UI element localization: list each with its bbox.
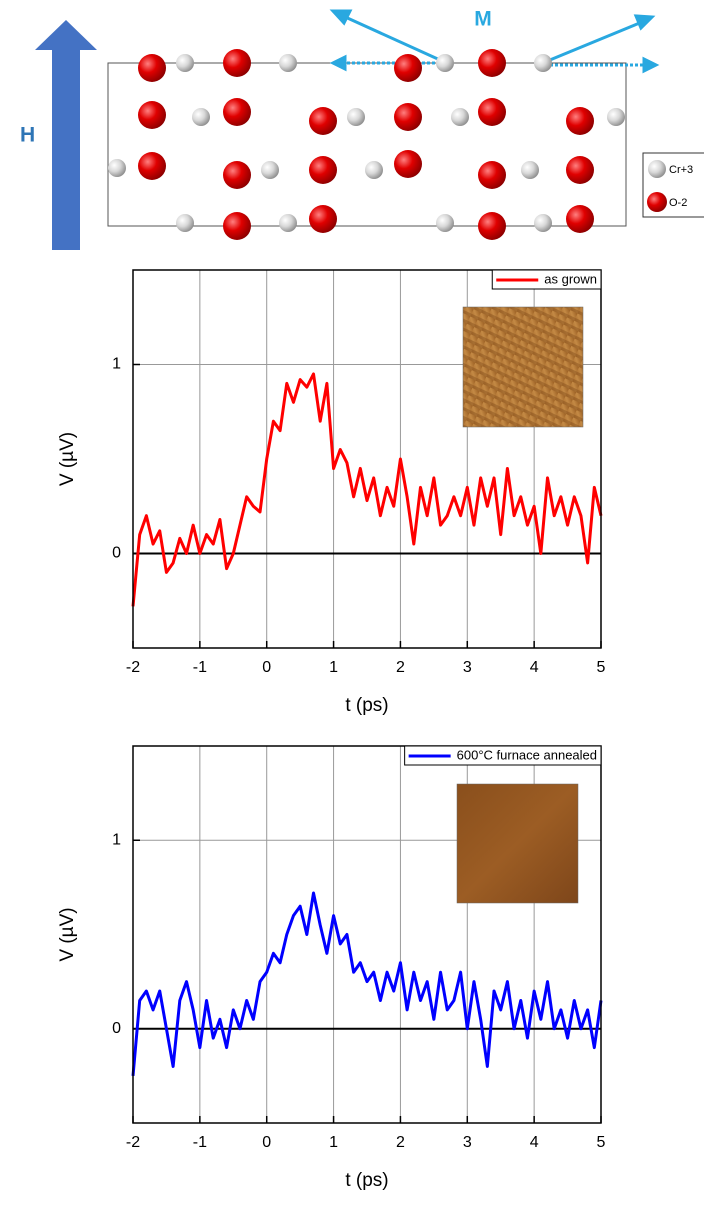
legend-label: Cr+3 — [669, 164, 693, 176]
data-line — [131, 891, 603, 1077]
o-atom — [309, 205, 337, 233]
o-atom — [566, 107, 594, 135]
cr-atom — [279, 214, 297, 232]
x-tick-label: 5 — [597, 1134, 606, 1151]
cr-atom — [192, 108, 210, 126]
legend-label: 600°C furnace annealed — [457, 747, 597, 762]
cr-atom — [347, 108, 365, 126]
o-atom — [394, 150, 422, 178]
o-atom — [478, 212, 506, 240]
crystal-diagram: H M Cr+3 O-2 — [20, 8, 704, 250]
cr-atom — [534, 54, 552, 72]
cr-atom — [176, 54, 194, 72]
x-tick-label: 5 — [597, 659, 606, 676]
x-axis-title: t (ps) — [345, 1170, 388, 1191]
o-atom — [394, 54, 422, 82]
y-tick-label: 0 — [112, 545, 121, 562]
legend: 600°C furnace annealed — [404, 745, 602, 766]
legend: as grown — [491, 269, 602, 290]
afm-inset — [462, 306, 584, 428]
cr-atom — [279, 54, 297, 72]
o-atom — [394, 103, 422, 131]
legend-label: O-2 — [669, 197, 687, 209]
o-atom — [223, 161, 251, 189]
o-atom — [309, 156, 337, 184]
cr-atom — [451, 108, 469, 126]
o-atom — [478, 98, 506, 126]
x-tick-label: -1 — [193, 659, 207, 676]
x-tick-label: -2 — [126, 659, 140, 676]
o-atom — [223, 98, 251, 126]
legend-label: as grown — [544, 271, 597, 286]
x-tick-label: 4 — [530, 1134, 539, 1151]
x-tick-label: 1 — [329, 659, 338, 676]
o-atom — [478, 161, 506, 189]
x-tick-label: 4 — [530, 659, 539, 676]
cr-atom — [436, 54, 454, 72]
afm-inset — [456, 783, 579, 904]
cr-atom — [521, 161, 539, 179]
legend-box — [491, 269, 602, 290]
cr-atom — [534, 214, 552, 232]
x-tick-label: -2 — [126, 1134, 140, 1151]
cr-atom — [261, 161, 279, 179]
x-axis-title: t (ps) — [345, 695, 388, 716]
field-label: H — [20, 124, 35, 147]
legend-box — [404, 745, 602, 766]
x-tick-label: 0 — [262, 659, 271, 676]
field-arrow — [52, 50, 80, 250]
o-atom — [309, 107, 337, 135]
x-tick-label: 0 — [262, 1134, 271, 1151]
y-axis-title: V (µV) — [57, 907, 78, 961]
y-tick-label: 1 — [112, 356, 121, 373]
y-tick-label: 0 — [112, 1020, 121, 1037]
spin-arrows — [329, 9, 660, 74]
x-tick-label: -1 — [193, 1134, 207, 1151]
legend-atom-o — [647, 192, 667, 212]
o-atom — [478, 49, 506, 77]
cr-atom — [176, 214, 194, 232]
x-tick-label: 2 — [396, 659, 405, 676]
data-line — [131, 372, 603, 607]
cr-atom — [108, 159, 126, 177]
y-axis-title: V (µV) — [57, 432, 78, 486]
chart: -2 -1 0 1 2 3 4 5 0 1 t (ps) V (µV) 600°C furnace an… — [57, 745, 606, 1191]
x-tick-label: 3 — [463, 659, 472, 676]
o-atom — [223, 49, 251, 77]
o-atom — [566, 205, 594, 233]
atoms — [108, 49, 625, 240]
o-atom — [566, 156, 594, 184]
field-arrow-head — [35, 20, 97, 50]
x-tick-label: 3 — [463, 1134, 472, 1151]
x-tick-label: 2 — [396, 1134, 405, 1151]
plot-frame — [132, 745, 602, 1124]
legend-atom-cr — [648, 160, 666, 178]
o-atom — [138, 152, 166, 180]
magnetization-label: M — [474, 8, 492, 31]
o-atom — [223, 212, 251, 240]
o-atom — [138, 54, 166, 82]
y-tick-label: 1 — [112, 831, 121, 848]
plot-frame — [132, 269, 602, 649]
chart: -2 -1 0 1 2 3 4 5 0 1 t (ps) V (µV) as grown — [57, 269, 606, 716]
unit-cell — [107, 62, 627, 227]
cr-atom — [436, 214, 454, 232]
o-atom — [138, 101, 166, 129]
x-tick-label: 1 — [329, 1134, 338, 1151]
cr-atom — [607, 108, 625, 126]
cr-atom — [365, 161, 383, 179]
